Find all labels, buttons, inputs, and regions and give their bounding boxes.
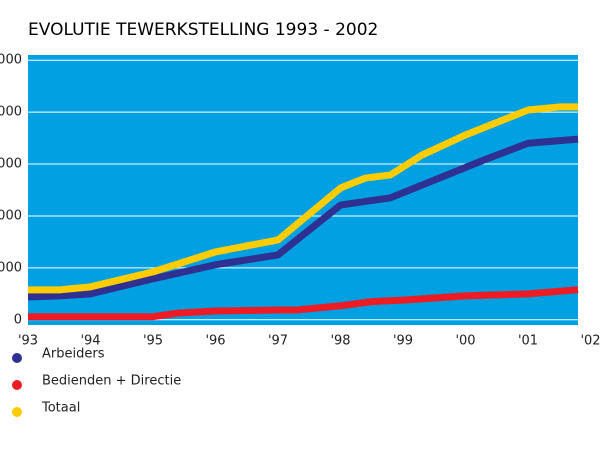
legend-label: Bedienden + Directie — [42, 374, 181, 389]
legend-marker — [12, 353, 22, 363]
y-tick-label: 5000 — [0, 53, 22, 68]
legend-marker — [12, 407, 22, 417]
legend-marker — [12, 380, 22, 390]
x-tick-label: '00 — [455, 334, 475, 349]
y-tick-label: 0 — [14, 312, 22, 327]
y-tick-label: 4000 — [0, 105, 22, 120]
x-tick-label: '99 — [393, 334, 413, 349]
x-tick-label: '02 — [580, 334, 600, 349]
x-tick-label: '96 — [205, 334, 225, 349]
x-tick-label: '97 — [268, 334, 288, 349]
x-tick-label: '01 — [518, 334, 538, 349]
x-tick-label: '95 — [143, 334, 163, 349]
x-tick-label: '94 — [80, 334, 100, 349]
y-tick-label: 3000 — [0, 157, 22, 172]
series-line — [28, 286, 579, 321]
x-tick-label: '98 — [330, 334, 350, 349]
legend-label: Arbeiders — [42, 347, 105, 362]
chart-title: EVOLUTIE TEWERKSTELLING 1993 - 2002 — [28, 20, 378, 40]
series-line — [27, 135, 579, 301]
y-tick-label: 1000 — [0, 260, 22, 275]
legend-label: Totaal — [41, 401, 80, 416]
series-line — [28, 103, 578, 294]
x-tick-label: '93 — [18, 334, 38, 349]
